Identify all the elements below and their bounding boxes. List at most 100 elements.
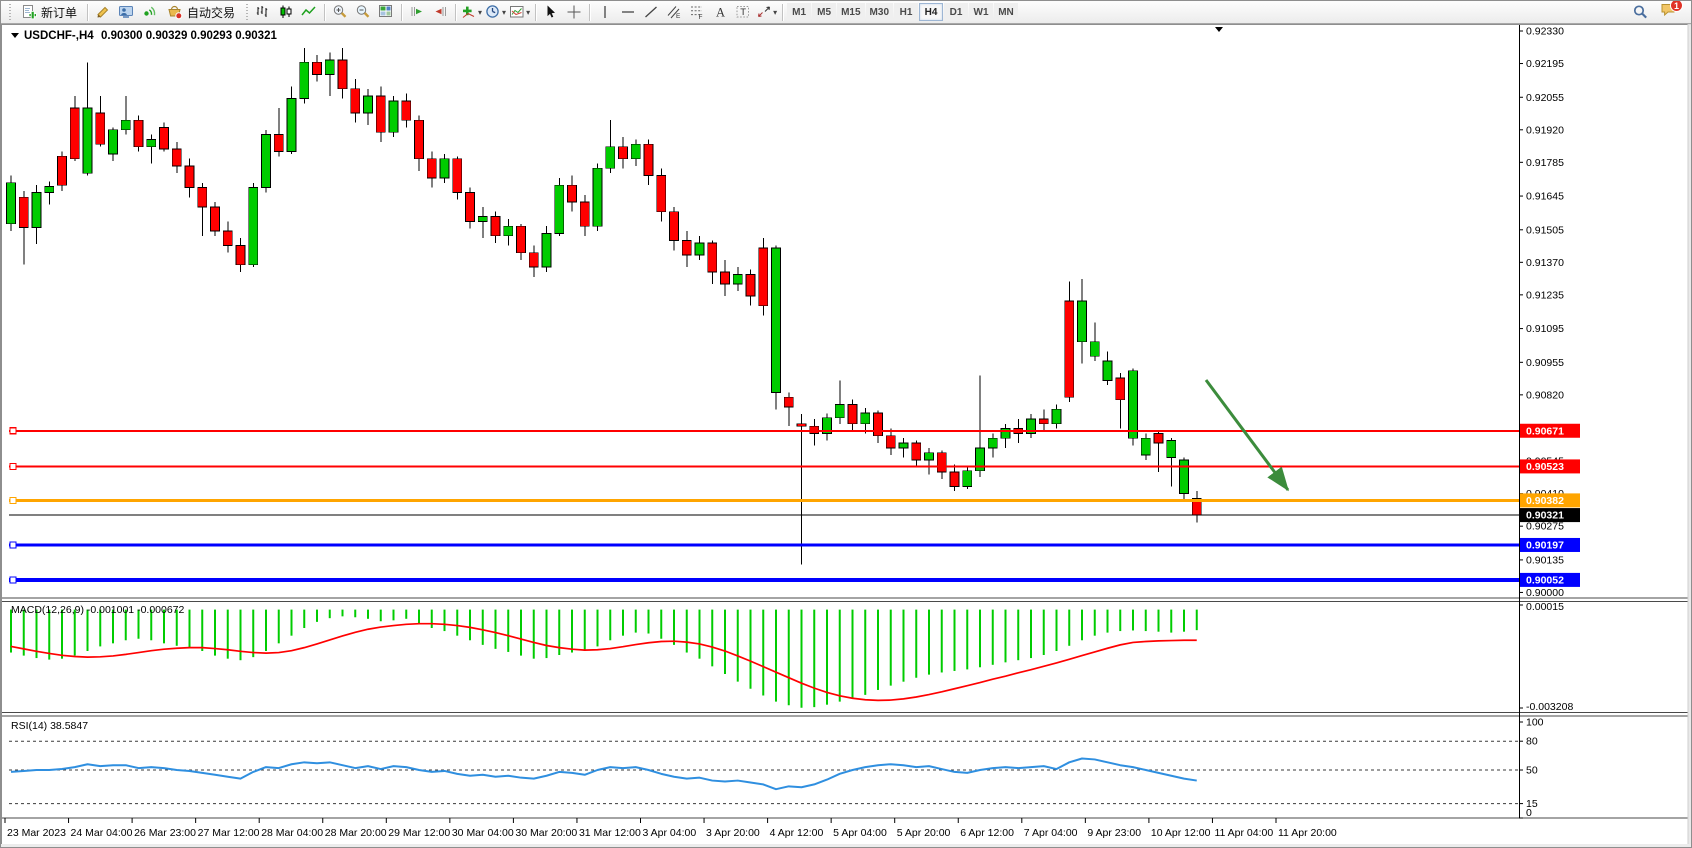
timeframe-h1-button[interactable]: H1	[894, 3, 918, 21]
text-label-icon: T	[735, 4, 751, 20]
tile-windows-button[interactable]	[375, 2, 397, 22]
time-tick-label: 5 Apr 04:00	[833, 827, 887, 839]
chart-shift-button[interactable]	[429, 2, 451, 22]
bear-candle	[1115, 377, 1126, 401]
expert-advisors-button[interactable]	[115, 2, 137, 22]
time-tick-label: 7 Apr 04:00	[1024, 827, 1078, 839]
crosshair-button[interactable]	[563, 2, 585, 22]
bear-candle	[579, 201, 590, 227]
fibonacci-button[interactable]: F	[686, 2, 708, 22]
time-tick-label: 30 Mar 20:00	[515, 827, 577, 839]
price-tick-label: 0.92330	[1526, 26, 1564, 38]
chevron-down-icon: ▾	[773, 7, 778, 17]
rsi-axis-label: 100	[1526, 717, 1544, 729]
text-icon: A	[712, 4, 728, 20]
time-tick-label: 23 Mar 2023	[7, 827, 66, 839]
line-chart-button[interactable]	[298, 2, 320, 22]
bear-candle	[69, 107, 80, 160]
bear-candle	[796, 423, 807, 427]
time-tick-label: 28 Mar 04:00	[261, 827, 323, 839]
bull-candle	[1089, 341, 1100, 357]
timeframe-m1-button[interactable]: M1	[787, 3, 812, 21]
main-toolbar: 新订单 自动交易 ▾ ▾ ▾ E F A T ▾	[1, 1, 1691, 24]
arrows-tool-icon	[756, 4, 772, 20]
bull-candle	[924, 452, 934, 461]
price-badge	[1520, 459, 1580, 474]
trend-arrow[interactable]	[1204, 379, 1290, 492]
crosshair-icon	[566, 4, 582, 20]
candle-chart-button[interactable]	[275, 2, 297, 22]
trendline-button[interactable]	[640, 2, 662, 22]
search-button[interactable]	[1629, 2, 1651, 22]
notifications-button[interactable]: 1	[1659, 1, 1683, 21]
vertical-line-button[interactable]	[594, 2, 616, 22]
chart-window: 0.92330 0.92195 0.92055 0.91920 0.91785 0.916…	[1, 24, 1692, 848]
candle-chart-icon	[278, 4, 294, 20]
price-badge	[1520, 572, 1580, 587]
rsi-pane	[9, 721, 1523, 819]
price-tick-label: 0.90135	[1526, 554, 1564, 566]
tile-windows-icon	[378, 4, 394, 20]
auto-scroll-button[interactable]	[406, 2, 428, 22]
cursor-icon	[543, 4, 559, 20]
macd-axis-max: 0.00015	[1526, 601, 1564, 613]
autotrade-button[interactable]: 自动交易	[161, 2, 241, 22]
timeframe-m5-button[interactable]: M5	[812, 3, 837, 21]
time-tick-label: 24 Mar 04:00	[71, 827, 133, 839]
bear-candle	[414, 119, 424, 160]
bear-candle	[159, 126, 169, 150]
time-tick-label: 11 Apr 04:00	[1214, 827, 1273, 839]
bull-candle	[6, 182, 16, 225]
zoom-out-icon	[355, 4, 371, 20]
chart-canvas[interactable]: 0.92330 0.92195 0.92055 0.91920 0.91785 0.916…	[1, 24, 1692, 848]
channel-button[interactable]: E	[663, 2, 685, 22]
text-button[interactable]: A	[709, 2, 731, 22]
text-label-button[interactable]: T	[732, 2, 754, 22]
timeframe-mn-button[interactable]: MN	[994, 3, 1018, 21]
bull-candle	[1128, 370, 1138, 439]
bear-candle	[184, 165, 195, 189]
chart-shift-marker[interactable]	[1215, 27, 1223, 32]
arrows-tool-button[interactable]: ▾	[755, 2, 778, 22]
svg-text:0.90321: 0.90321	[1526, 510, 1564, 522]
rsi-label: RSI(14) 38.5847	[11, 720, 88, 732]
new-order-button[interactable]: 新订单	[15, 2, 83, 22]
hline-handle	[9, 462, 17, 471]
price-tick-label: 0.91505	[1526, 224, 1564, 236]
periods-button[interactable]: ▾	[484, 2, 507, 22]
timeframe-h4-button[interactable]: H4	[919, 3, 943, 21]
toolbar-grip	[7, 4, 12, 20]
price-tick-label: 0.90820	[1526, 389, 1564, 401]
zoom-in-button[interactable]	[329, 2, 351, 22]
timeframe-group: M1 M5 M15 M30 H1 H4 D1 W1 MN	[787, 3, 1018, 21]
zoom-out-button[interactable]	[352, 2, 374, 22]
timeframe-w1-button[interactable]: W1	[969, 3, 993, 21]
cursor-button[interactable]	[540, 2, 562, 22]
toolbar-separator	[782, 3, 784, 21]
horizontal-line-button[interactable]	[617, 2, 639, 22]
equidistant-channel-icon: E	[666, 4, 682, 20]
bar-chart-button[interactable]	[252, 2, 274, 22]
timeframe-m30-button[interactable]: M30	[865, 3, 893, 21]
hlines-layer[interactable]	[9, 427, 1519, 584]
toolbar-separator	[401, 3, 403, 21]
price-badge	[1520, 508, 1580, 523]
bear-candle	[567, 184, 577, 203]
bear-candle	[171, 148, 182, 167]
price-tick-label: 0.91920	[1526, 124, 1564, 136]
bear-candle	[222, 230, 233, 246]
toolbar-separator	[535, 3, 537, 21]
timeframe-d1-button[interactable]: D1	[944, 3, 968, 21]
crayon-button[interactable]	[92, 2, 114, 22]
signals-button[interactable]	[138, 2, 160, 22]
templates-button[interactable]: ▾	[508, 2, 531, 22]
pane-borders	[1, 24, 1691, 847]
timeframe-m15-button[interactable]: M15	[837, 3, 865, 21]
indicators-button[interactable]: ▾	[460, 2, 483, 22]
time-tick-label: 10 Apr 12:00	[1151, 827, 1211, 839]
time-tick-label: 6 Apr 12:00	[960, 827, 1014, 839]
bear-candle	[1153, 433, 1164, 444]
price-tick-label: 0.90955	[1526, 357, 1564, 369]
bull-candle	[834, 404, 845, 419]
rsi-axis-label: 15	[1526, 798, 1538, 810]
